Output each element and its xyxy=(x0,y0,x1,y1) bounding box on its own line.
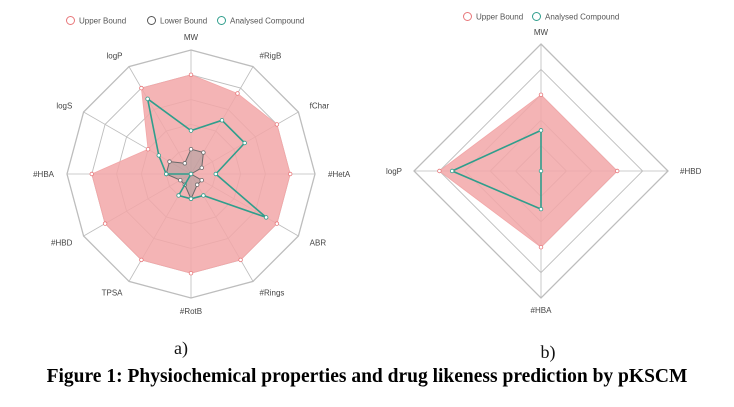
point-compound-hba-b xyxy=(538,206,544,212)
point-upper-rings-a xyxy=(238,257,243,263)
axis-label-mw-b: MW xyxy=(534,28,549,37)
axis-label-fchar-a: fChar xyxy=(310,102,330,111)
axis-label-tpsa-a: TPSA xyxy=(102,289,124,298)
point-compound-abr-a xyxy=(263,215,269,220)
axis-label-rings-a: #Rings xyxy=(260,289,285,298)
point-upper-fchar-a xyxy=(274,122,280,127)
point-compound-logs-a xyxy=(156,153,161,158)
point-compound-rotb-a xyxy=(188,196,194,201)
legend-label-upper-a: Upper Bound xyxy=(79,17,126,26)
axis-label-logs-a: logS xyxy=(56,102,72,111)
legend-marker-upper-a xyxy=(66,16,75,25)
legend-label-compound-a: Analysed Compound xyxy=(230,17,304,26)
radar-series-a xyxy=(89,72,293,276)
radar-chart-a: Upper Bound Lower Bound Analysed Compoun… xyxy=(33,16,351,359)
point-lower-logp-a xyxy=(182,161,187,166)
point-compound-mw-b xyxy=(538,128,544,133)
point-lower-abr-a xyxy=(199,177,204,183)
axis-label-rotb-a: #RotB xyxy=(180,307,202,316)
axis-label-rigb-a: #RigB xyxy=(260,51,282,60)
point-upper-mw-b xyxy=(538,92,544,97)
figure-canvas: Upper Bound Lower Bound Analysed Compoun… xyxy=(33,12,702,363)
point-lower-mw-a xyxy=(188,146,194,152)
point-upper-hbd-a xyxy=(102,221,108,226)
point-upper-logs-a xyxy=(145,146,151,152)
point-compound-hba-a xyxy=(163,171,169,177)
point-compound-hbd-b xyxy=(538,168,544,174)
legend-label-lower-a: Lower Bound xyxy=(160,17,207,26)
axis-label-mw-a: MW xyxy=(184,33,199,42)
point-upper-hbd-b xyxy=(615,168,620,174)
point-compound-fchar-a xyxy=(242,140,247,146)
legend-marker-upper-b xyxy=(463,12,472,21)
point-upper-rigb-a xyxy=(235,91,240,96)
radar-series-b xyxy=(437,92,620,250)
axis-label-hba-a: #HBA xyxy=(33,170,55,179)
point-upper-hba-b xyxy=(538,244,544,250)
point-upper-mw-a xyxy=(188,72,194,77)
axis-label-hbd-b: #HBD xyxy=(680,167,702,176)
legend-label-upper-b: Upper Bound xyxy=(476,13,523,22)
point-compound-tpsa-a xyxy=(176,193,181,198)
point-lower-fchar-a xyxy=(199,165,204,170)
point-upper-rotb-a xyxy=(188,271,194,276)
point-lower-logs-a xyxy=(167,159,172,164)
point-compound-logp-b xyxy=(449,168,455,174)
point-compound-logp-a xyxy=(145,96,150,102)
axis-label-logp-b: logP xyxy=(386,167,402,176)
point-compound-rigb-a xyxy=(219,118,225,123)
legend-marker-compound-b xyxy=(532,12,541,21)
figure-caption: Figure 1: Physiochemical properties and … xyxy=(46,366,688,387)
axis-label-logp-a: logP xyxy=(106,51,122,60)
radar-axis-labels-a: MW #RigB fChar #HetA ABR #Rings #RotB TPSA #HBD #… xyxy=(33,33,351,316)
point-compound-heta-a xyxy=(213,171,218,177)
point-lower-rings-a xyxy=(194,182,200,187)
legend-a: Upper Bound Lower Bound Analysed Compoun… xyxy=(66,16,304,26)
point-upper-logp-a xyxy=(139,85,144,91)
radar-axis-labels-b: MW #HBD #HBA logP xyxy=(386,28,702,315)
legend-marker-compound-a xyxy=(217,16,226,25)
point-compound-mw-a xyxy=(188,128,194,133)
point-lower-rigb-a xyxy=(201,150,206,155)
legend-marker-lower-a xyxy=(147,16,156,25)
panel-label-b: b) xyxy=(541,342,556,363)
legend-b: Upper Bound Analysed Compound xyxy=(463,12,619,22)
axis-label-abr-a: ABR xyxy=(310,239,327,248)
legend-label-compound-b: Analysed Compound xyxy=(545,13,619,22)
axis-label-hba-b: #HBA xyxy=(531,306,553,315)
panel-label-a: a) xyxy=(174,338,188,359)
point-upper-abr-a xyxy=(274,221,280,226)
axis-label-hbd-a: #HBD xyxy=(51,239,73,248)
series-area-upper-b xyxy=(438,94,618,248)
point-compound-hbd-a xyxy=(188,171,194,177)
radar-chart-b: Upper Bound Analysed Compound MW #HBD #HBA… xyxy=(386,12,702,363)
axis-label-heta-a: #HetA xyxy=(328,170,351,179)
point-lower-hbd-a xyxy=(178,177,183,183)
point-upper-heta-a xyxy=(288,171,293,177)
point-upper-hba-a xyxy=(89,171,94,177)
point-upper-logp-b xyxy=(437,168,442,174)
point-compound-rings-a xyxy=(201,193,206,198)
point-upper-tpsa-a xyxy=(139,257,144,263)
